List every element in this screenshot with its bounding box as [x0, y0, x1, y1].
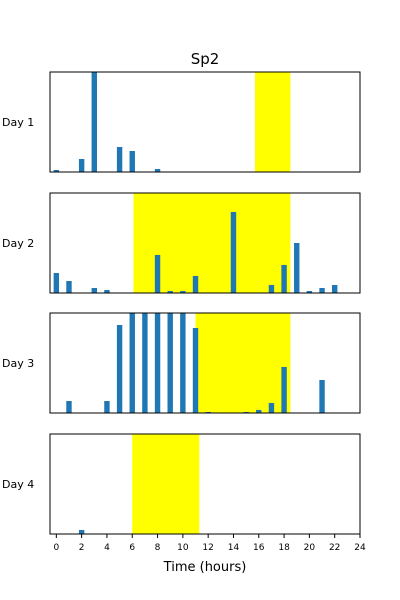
bar-day2-6 — [180, 291, 186, 293]
bar-day1-2 — [91, 72, 97, 172]
bar-day2-7 — [192, 276, 199, 293]
bar-day2-3 — [104, 290, 110, 293]
bar-day3-1 — [104, 401, 110, 413]
panel-day-3: Day 3 — [2, 312, 361, 414]
highlight-band — [132, 434, 200, 534]
panel-frame — [49, 312, 361, 414]
bar-day1-0 — [53, 170, 60, 172]
bar-day4-0 — [78, 530, 85, 534]
bar-day2-4 — [154, 255, 161, 293]
chart-title: Sp2 — [191, 50, 220, 68]
x-tick-label-4: 4 — [104, 543, 110, 553]
bar-day3-3 — [129, 313, 135, 413]
bar-day1-4 — [129, 151, 135, 172]
x-tick-label-8: 8 — [155, 543, 161, 553]
bar-day2-5 — [167, 291, 173, 293]
bar-day2-8 — [230, 212, 237, 293]
x-tick-label-14: 14 — [228, 543, 240, 553]
bar-day3-8 — [192, 328, 199, 413]
panel-day-4: Day 4 — [2, 433, 361, 535]
bar-day3-7 — [180, 313, 186, 413]
x-axis-label: Time (hours) — [163, 560, 247, 575]
bar-day3-0 — [66, 401, 72, 413]
bar-day2-2 — [91, 288, 97, 293]
bar-day2-14 — [331, 285, 338, 293]
bar-day2-11 — [294, 243, 300, 293]
highlight-band — [195, 313, 291, 413]
x-axis: 0 2 4 6 8 10 12 14 16 18 20 22 24 — [53, 534, 366, 553]
bar-day3-12 — [268, 403, 275, 413]
x-tick-label-12: 12 — [202, 543, 213, 553]
highlight-band — [254, 72, 291, 172]
x-tick-label-10: 10 — [177, 543, 189, 553]
bar-day2-13 — [319, 288, 325, 293]
bar-day3-5 — [154, 313, 161, 413]
day-label-3: Day 3 — [2, 357, 34, 370]
bar-day1-5 — [154, 169, 161, 172]
bar-day3-14 — [319, 380, 325, 413]
x-tick-label-6: 6 — [129, 543, 135, 553]
bar-day3-13 — [281, 367, 287, 413]
day-label-1: Day 1 — [2, 116, 34, 129]
panel-frame — [49, 192, 361, 294]
bar-day3-11 — [256, 410, 262, 413]
bar-day2-10 — [281, 265, 287, 293]
panel-frame — [49, 433, 361, 535]
x-tick-label-24: 24 — [354, 543, 366, 553]
day-label-4: Day 4 — [2, 478, 34, 491]
x-tick-label-20: 20 — [304, 543, 316, 553]
bar-day2-9 — [268, 285, 275, 293]
x-tick-label-2: 2 — [79, 543, 85, 553]
bar-day2-1 — [66, 281, 72, 293]
panel-day-1: Day 1 — [2, 71, 361, 173]
bar-day1-1 — [78, 159, 85, 172]
x-tick-label-22: 22 — [329, 543, 340, 553]
bar-day3-2 — [116, 325, 123, 413]
x-tick-label-0: 0 — [53, 543, 59, 553]
x-tick-label-16: 16 — [253, 543, 265, 553]
bar-day2-0 — [53, 273, 60, 293]
x-tick-label-18: 18 — [278, 543, 290, 553]
bar-day1-3 — [116, 147, 123, 172]
bar-day2-12 — [306, 291, 313, 293]
panel-frame — [49, 71, 361, 173]
day-label-2: Day 2 — [2, 237, 34, 250]
bar-day3-6 — [167, 313, 173, 413]
panels: Day 1 Day 2 Day 3 Day 4 — [2, 71, 361, 535]
bar-day3-4 — [142, 313, 148, 413]
panel-day-2: Day 2 — [2, 192, 361, 294]
